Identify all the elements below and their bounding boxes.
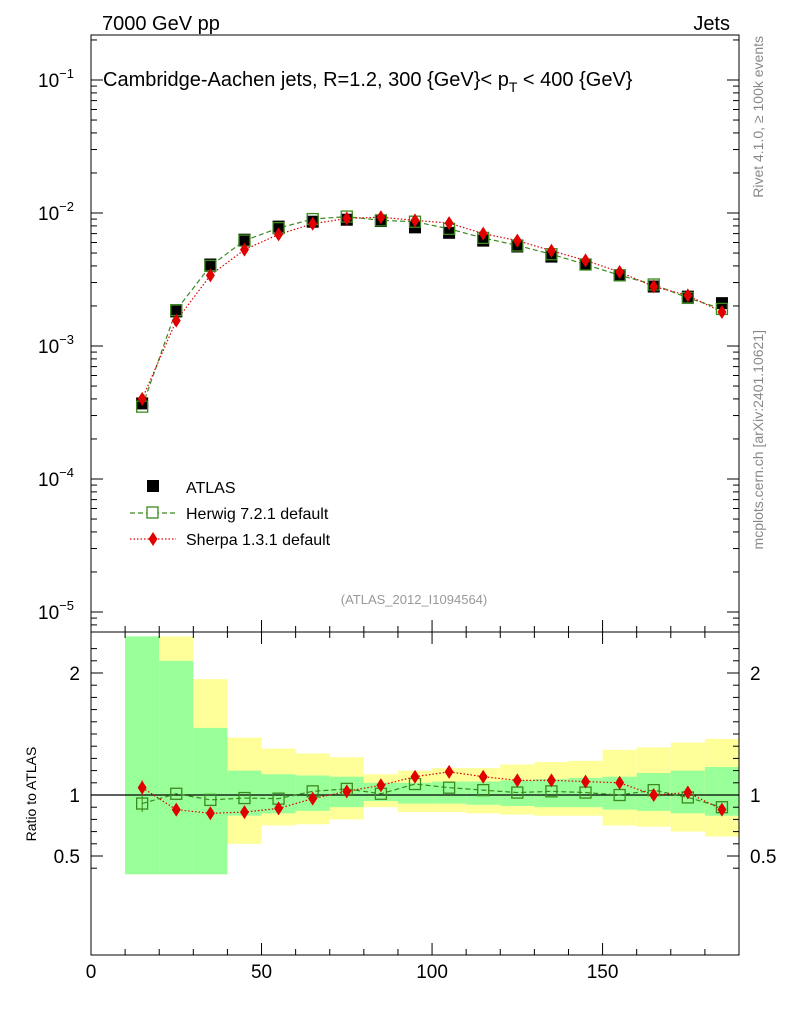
ratio-herwig-point [204,793,217,807]
ratio-herwig-point [477,783,490,797]
ratio-sherpa-point [717,802,727,817]
ratio-y-tick-label-right: 0.5 [750,847,776,868]
main-axis-ticks [90,39,740,632]
sherpa-point [649,279,659,294]
ratio-sherpa-point [444,764,454,779]
legend-atlas-marker [147,480,159,492]
atlas-point [238,233,251,246]
sherpa-point [205,268,215,283]
ratio-y-tick-label-left: 1 [69,786,80,807]
atlas-point [443,226,456,239]
ratio-sherpa-point [478,769,488,784]
ratio-y-tick-label-right: 1 [750,786,761,807]
band-inner [125,636,160,875]
plot-title: Cambridge-Aachen jets, R=1.2, 300 {GeV}<… [103,69,633,95]
ratio-sherpa-point [512,773,522,788]
header-right: Jets [693,13,730,35]
ratio-sherpa-point [649,788,659,802]
mcplots-label: mcplots.cern.ch [arXiv:2401.10621] [750,330,766,549]
ratio-sherpa-point [581,774,591,789]
header-left: 7000 GeV pp [102,13,220,35]
analysis-watermark: (ATLAS_2012_I1094564) [341,592,487,607]
ratio-herwig-point [136,797,149,810]
atlas-point [170,305,183,318]
band-inner [397,782,433,804]
ratio-sherpa-point [546,773,556,788]
atlas-point [272,220,285,233]
ratio-y-tick-label-right: 2 [750,664,761,685]
sherpa-point [239,242,249,257]
ratio-sherpa-point [376,778,386,793]
legend-herwig-marker [146,506,159,519]
sherpa-point [137,391,147,406]
legend-herwig-label: Herwig 7.2.1 default [186,506,329,523]
ratio-sherpa-point [274,801,284,816]
ratio-herwig-point [442,781,456,794]
plot-title-main: Cambridge-Aachen jets, R=1.2, 300 {GeV}<… [103,69,509,91]
ratio-axis-ticks [90,632,740,955]
ratio-sherpa-point [205,806,215,821]
sherpa-point [444,216,454,231]
legend-atlas-label: ATLAS [186,480,236,497]
ratio-panel-frame [90,631,740,956]
x-tick-label: 100 [416,962,448,983]
sherpa-line [141,216,723,400]
sherpa-point [717,305,727,320]
main-y-tick-labels: 10−1 10−2 10−3 10−4 10−5 [38,66,74,624]
band-inner [466,781,501,805]
sherpa-point [274,227,284,242]
x-tick-label: 150 [587,962,619,983]
sherpa-point [581,253,591,268]
plot-title-subscript: T [509,79,518,95]
ratio-sherpa-point [410,769,420,784]
ratio-sherpa-point [342,784,352,799]
sherpa-point [342,211,352,226]
ratio-sherpa-point [308,791,318,806]
ratio-sherpa-point [239,805,249,820]
sherpa-point [410,213,420,228]
ratio-sherpa-point [171,802,181,817]
sherpa-point [376,210,386,225]
sherpa-point [512,233,522,248]
herwig-line [141,215,723,407]
main-plot-area [136,210,729,413]
sherpa-point [683,288,693,303]
legend-sherpa-label: Sherpa 1.3.1 default [186,532,331,549]
ratio-y-tick-labels: 0.5 0.5 1 1 2 2 [54,664,777,868]
ratio-sherpa-point [683,785,693,800]
main-y-tick-label: 10−3 [38,332,74,358]
main-y-tick-label: 10−2 [38,199,74,225]
atlas-point [204,258,217,271]
sherpa-point [171,313,181,328]
main-y-tick-label: 10−1 [38,66,74,92]
main-y-tick-label: 10−4 [38,465,74,491]
ratio-herwig-point [170,787,183,800]
ratio-y-tick-label-left: 0.5 [54,847,80,868]
legend: ATLAS Herwig 7.2.1 default Sherpa 1.3.1 … [130,480,331,549]
sherpa-point [478,226,488,241]
ratio-sherpa-point [137,780,147,795]
band-inner [193,727,228,875]
x-tick-labels: 0 50 100 150 [86,962,619,983]
plot-title-end: < 400 {GeV} [517,69,632,91]
ratio-herwig-point [238,791,251,805]
rivet-label: Rivet 4.1.0, ≥ 100k events [750,36,766,198]
sherpa-point [615,265,625,280]
ratio-y-tick-label-left: 2 [69,664,80,685]
ratio-sherpa-point [615,775,625,790]
main-y-tick-label: 10−5 [38,598,74,624]
sherpa-point [308,216,318,231]
ratio-y-axis-label: Ratio to ATLAS [23,747,39,842]
ratio-plot-area [136,764,729,821]
x-tick-label: 50 [251,962,272,983]
x-tick-label: 0 [86,962,97,983]
band-inner [159,660,194,875]
ratio-uncertainty-bands [125,636,739,875]
legend-sherpa-marker [148,532,158,546]
sherpa-point [546,243,556,258]
